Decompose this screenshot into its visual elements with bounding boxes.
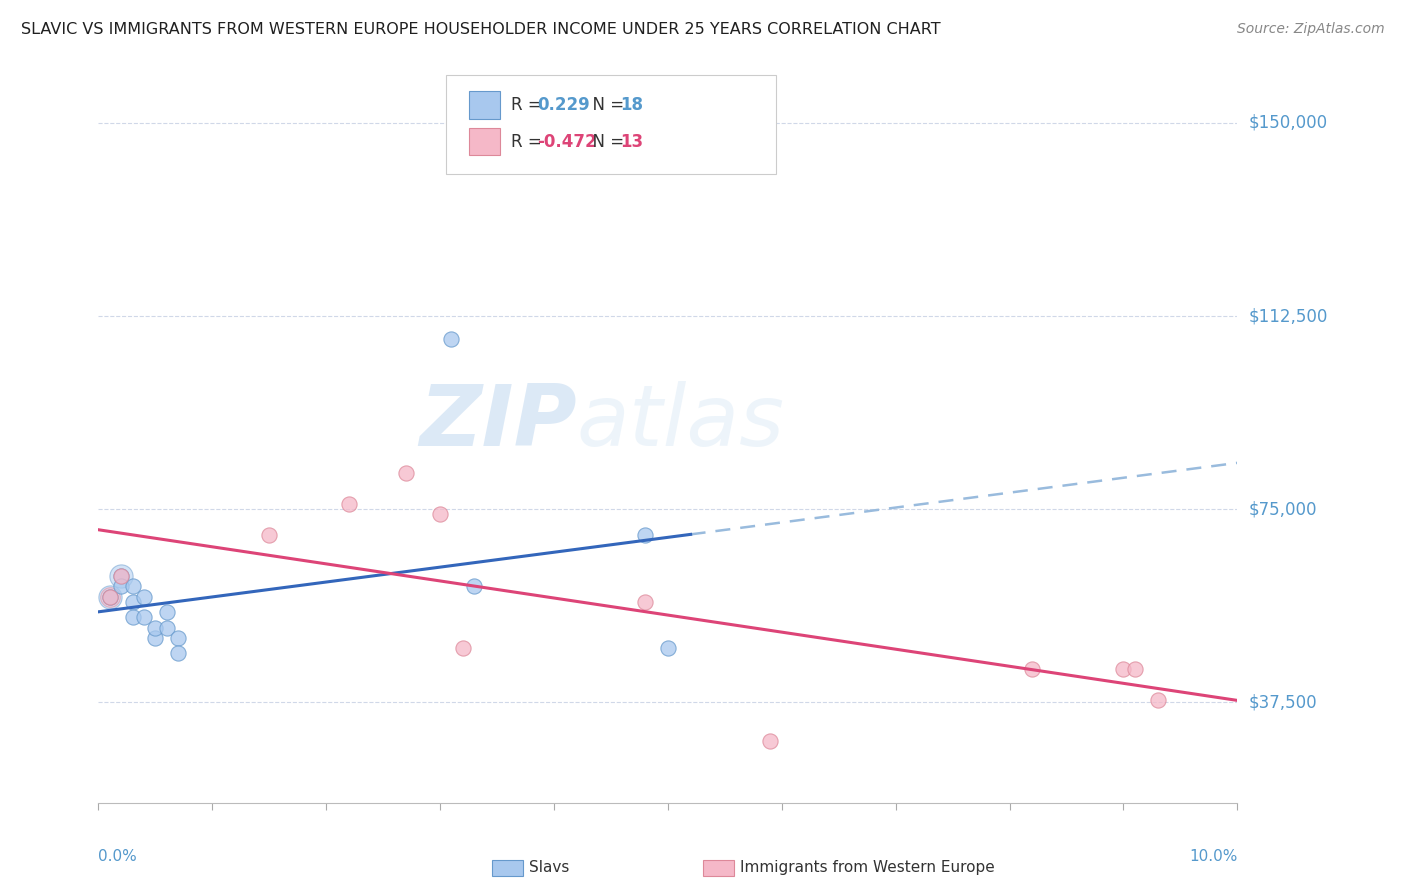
Point bbox=[98, 590, 121, 604]
Point bbox=[429, 508, 451, 522]
Point bbox=[395, 466, 418, 480]
Text: Source: ZipAtlas.com: Source: ZipAtlas.com bbox=[1237, 22, 1385, 37]
Bar bbox=[468, 91, 501, 119]
Text: 0.229: 0.229 bbox=[537, 96, 589, 114]
Point bbox=[634, 595, 657, 609]
Point bbox=[337, 497, 360, 511]
Point bbox=[121, 595, 143, 609]
Point bbox=[145, 621, 167, 635]
Point bbox=[259, 528, 281, 542]
Point bbox=[1146, 693, 1168, 707]
Point bbox=[451, 641, 474, 656]
Point bbox=[156, 605, 179, 619]
Point bbox=[1021, 662, 1043, 676]
Text: $75,000: $75,000 bbox=[1249, 500, 1317, 518]
Point bbox=[110, 569, 132, 583]
Point bbox=[98, 590, 121, 604]
Text: Slavs: Slavs bbox=[529, 861, 569, 875]
Text: 10.0%: 10.0% bbox=[1189, 849, 1237, 864]
Point bbox=[132, 610, 155, 624]
Point bbox=[167, 631, 190, 645]
Bar bbox=[468, 128, 501, 155]
Text: 13: 13 bbox=[620, 133, 643, 151]
Point bbox=[759, 734, 782, 748]
Point bbox=[110, 569, 132, 583]
Text: $150,000: $150,000 bbox=[1249, 114, 1327, 132]
Point bbox=[167, 647, 190, 661]
Point bbox=[1123, 662, 1146, 676]
Text: R =: R = bbox=[510, 133, 547, 151]
Point bbox=[132, 590, 155, 604]
Text: -0.472: -0.472 bbox=[537, 133, 596, 151]
Point bbox=[1112, 662, 1135, 676]
Text: R =: R = bbox=[510, 96, 547, 114]
Text: N =: N = bbox=[582, 133, 630, 151]
Point bbox=[110, 579, 132, 593]
Text: 0.0%: 0.0% bbox=[98, 849, 138, 864]
Point bbox=[657, 641, 679, 656]
Point bbox=[156, 621, 179, 635]
Text: atlas: atlas bbox=[576, 381, 785, 464]
Text: Immigrants from Western Europe: Immigrants from Western Europe bbox=[740, 861, 994, 875]
FancyBboxPatch shape bbox=[446, 75, 776, 174]
Point bbox=[145, 631, 167, 645]
Point bbox=[98, 590, 121, 604]
Point bbox=[110, 569, 132, 583]
Text: $37,500: $37,500 bbox=[1249, 693, 1317, 711]
Point bbox=[121, 579, 143, 593]
Text: 18: 18 bbox=[620, 96, 643, 114]
Text: ZIP: ZIP bbox=[419, 381, 576, 464]
Point bbox=[440, 332, 463, 346]
Point bbox=[463, 579, 485, 593]
Point bbox=[98, 590, 121, 604]
Text: $112,500: $112,500 bbox=[1249, 307, 1329, 325]
Point bbox=[634, 528, 657, 542]
Point bbox=[121, 610, 143, 624]
Text: SLAVIC VS IMMIGRANTS FROM WESTERN EUROPE HOUSEHOLDER INCOME UNDER 25 YEARS CORRE: SLAVIC VS IMMIGRANTS FROM WESTERN EUROPE… bbox=[21, 22, 941, 37]
Text: N =: N = bbox=[582, 96, 630, 114]
